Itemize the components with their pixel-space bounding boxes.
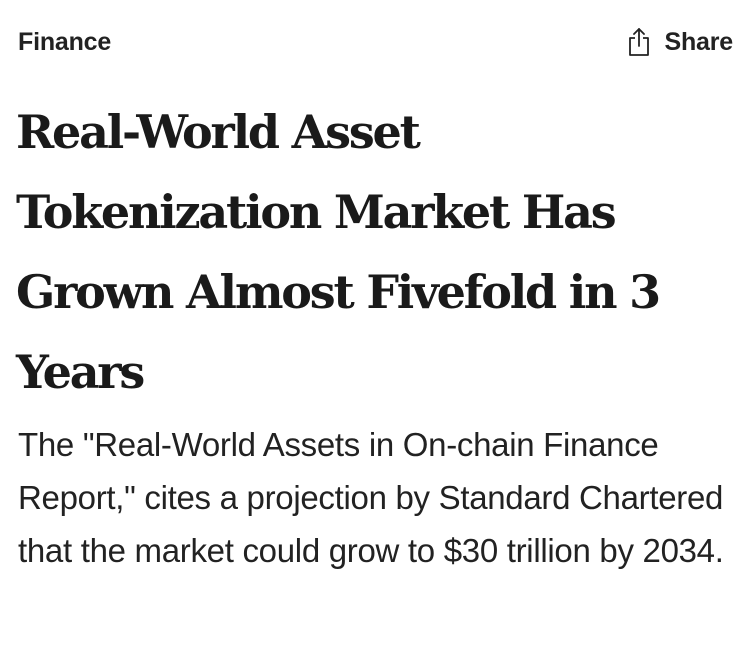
article-headline: Real-World Asset Tokenization Market Has… bbox=[16, 105, 661, 399]
article-summary: The "Real-World Assets in On-chain Finan… bbox=[18, 426, 724, 569]
share-icon bbox=[627, 27, 651, 57]
share-label: Share bbox=[664, 27, 734, 56]
article-header: Finance Share bbox=[18, 22, 733, 62]
category-link[interactable]: Finance bbox=[18, 27, 112, 56]
share-button[interactable]: Share bbox=[627, 27, 733, 57]
